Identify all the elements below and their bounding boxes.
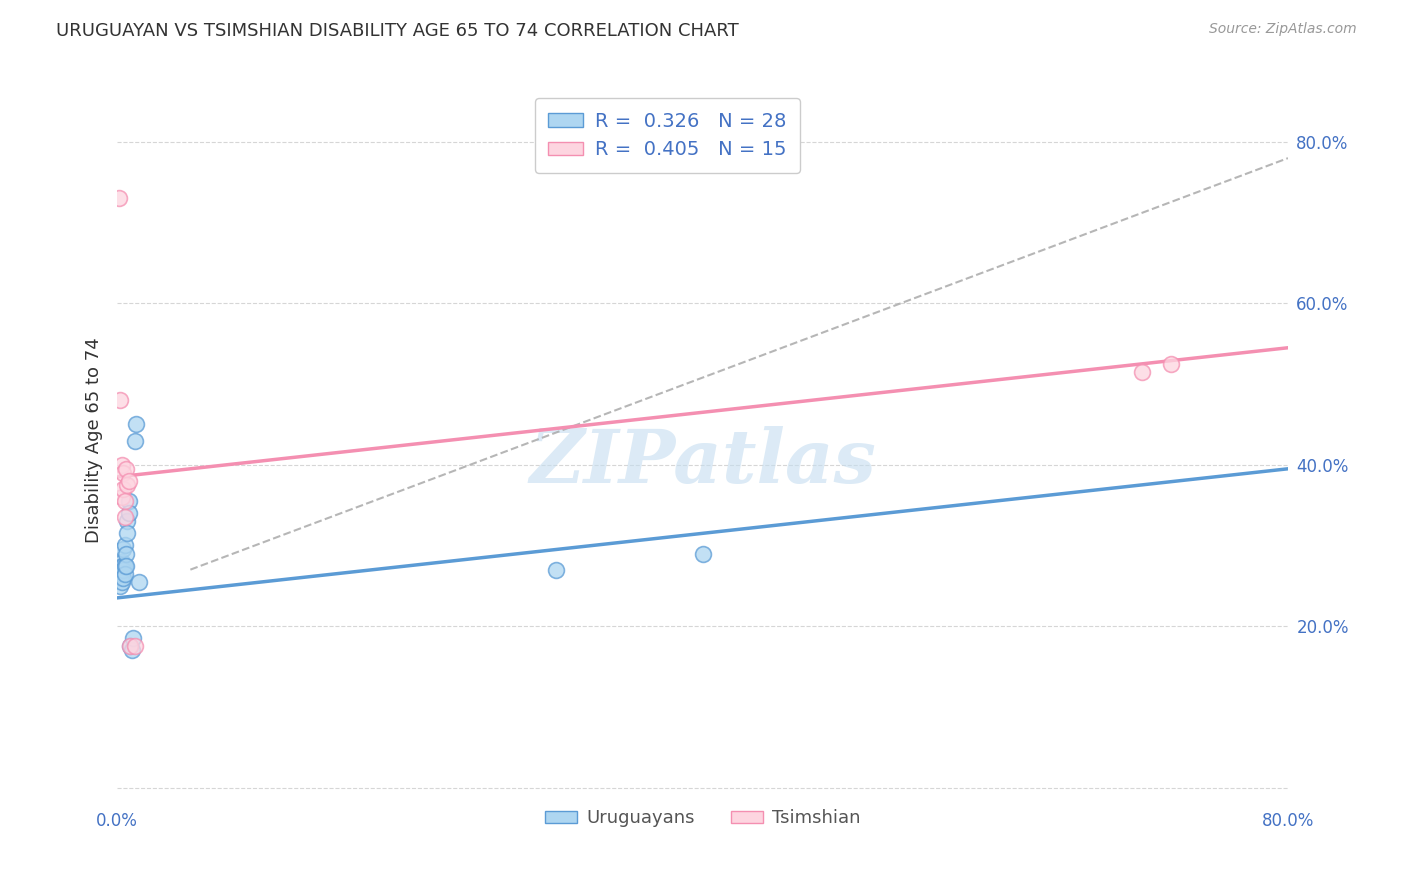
Point (121, 643, 143, 657)
Y-axis label: Disability Age 65 to 74: Disability Age 65 to 74 (86, 338, 103, 543)
Point (1160, 357, 1182, 371)
Point (110, 555, 132, 569)
Point (108, 579, 131, 593)
Point (110, 558, 132, 573)
Point (110, 490, 132, 504)
Text: Source: ZipAtlas.com: Source: ZipAtlas.com (1209, 22, 1357, 37)
Point (114, 558, 136, 573)
Point (125, 417, 148, 432)
Point (107, 566, 129, 581)
Point (117, 514, 139, 528)
Point (546, 563, 568, 577)
Point (110, 574, 132, 589)
Point (118, 506, 141, 520)
Point (115, 558, 138, 573)
Point (112, 563, 135, 577)
Point (112, 542, 135, 557)
Point (124, 434, 146, 448)
Point (114, 538, 136, 552)
Point (118, 474, 141, 488)
Point (114, 510, 136, 524)
Text: ZIPatlas: ZIPatlas (529, 426, 876, 499)
Point (115, 547, 138, 561)
Point (112, 466, 135, 480)
Point (117, 478, 139, 492)
Point (115, 462, 138, 476)
Point (120, 640, 142, 654)
Point (108, 393, 131, 408)
Point (112, 482, 135, 496)
Legend: Uruguayans, Tsimshian: Uruguayans, Tsimshian (537, 802, 868, 835)
Point (114, 566, 136, 581)
Point (108, 571, 131, 585)
Point (122, 632, 145, 646)
Point (112, 558, 135, 573)
Point (114, 494, 136, 508)
Point (692, 547, 714, 561)
Point (112, 571, 135, 585)
Point (1130, 365, 1153, 379)
Point (110, 566, 132, 581)
Point (124, 640, 146, 654)
Point (118, 494, 141, 508)
Point (117, 526, 139, 541)
Point (107, 192, 129, 206)
Point (128, 574, 150, 589)
Point (110, 458, 132, 472)
Point (120, 640, 142, 654)
Text: URUGUAYAN VS TSIMSHIAN DISABILITY AGE 65 TO 74 CORRELATION CHART: URUGUAYAN VS TSIMSHIAN DISABILITY AGE 65… (56, 22, 740, 40)
